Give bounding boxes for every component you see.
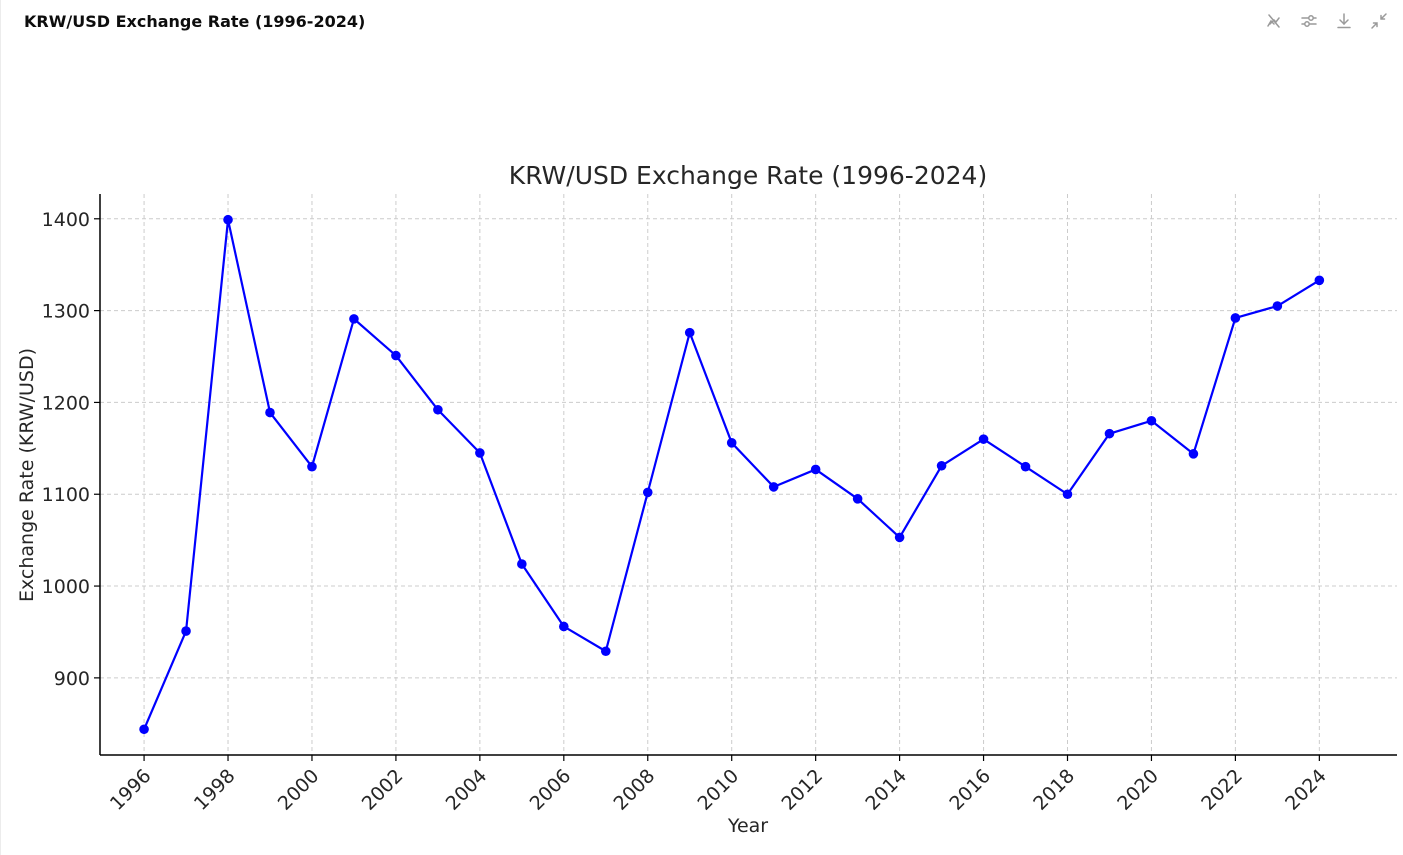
- x-tick-label: 2008: [610, 765, 660, 815]
- y-tick-label: 1300: [42, 301, 90, 323]
- data-point: [726, 438, 737, 448]
- data-point: [1188, 449, 1199, 459]
- x-tick-label: 2024: [1281, 765, 1331, 815]
- x-tick-label: 2018: [1029, 765, 1079, 815]
- data-point: [265, 407, 275, 418]
- x-tick-label: 1996: [106, 765, 156, 815]
- data-point: [978, 434, 989, 444]
- x-tick-label: 2006: [526, 765, 576, 815]
- data-point: [517, 559, 527, 569]
- y-tick-label: 1400: [42, 209, 90, 231]
- x-tick-label: 2016: [945, 765, 995, 815]
- collapse-icon: [1371, 13, 1387, 29]
- data-point: [181, 626, 191, 636]
- data-point: [1146, 415, 1157, 426]
- data-point: [1020, 461, 1031, 472]
- data-point: [223, 214, 233, 225]
- data-point: [936, 460, 947, 471]
- y-tick-label: 1000: [42, 576, 90, 598]
- x-axis-label: Year: [727, 815, 768, 837]
- interactive-chart-icon: [1267, 14, 1280, 28]
- data-point: [1314, 275, 1325, 286]
- data-point: [1062, 489, 1073, 500]
- data-point: [391, 350, 401, 361]
- data-point: [1272, 301, 1283, 311]
- download-button[interactable]: [1333, 10, 1355, 32]
- x-tick-label: 2012: [777, 765, 827, 815]
- chart-toolbar: [1263, 10, 1390, 32]
- data-point: [768, 482, 779, 492]
- panel-header: KRW/USD Exchange Rate (1996-2024): [1, 0, 1403, 44]
- y-tick-label: 1200: [42, 392, 90, 414]
- grid: [100, 194, 1397, 755]
- series: [139, 214, 1325, 735]
- data-point: [1230, 313, 1241, 323]
- y-tick-label: 1100: [42, 484, 90, 506]
- download-icon: [1337, 13, 1351, 29]
- panel-title: KRW/USD Exchange Rate (1996-2024): [24, 12, 366, 31]
- data-point: [307, 461, 317, 472]
- y-tick-label: 900: [54, 668, 90, 690]
- data-point: [810, 464, 821, 475]
- interactive-chart-button[interactable]: [1263, 10, 1285, 32]
- x-tick-label: 2014: [861, 765, 911, 815]
- data-point: [433, 404, 443, 415]
- data-point: [349, 314, 359, 324]
- data-point: [600, 646, 611, 657]
- x-tick-label: 2010: [693, 765, 743, 815]
- collapse-button[interactable]: [1368, 10, 1390, 32]
- adjust-sliders-icon: [1301, 15, 1317, 27]
- y-axis-label: Exchange Rate (KRW/USD): [16, 348, 38, 602]
- x-tick-label: 2000: [274, 765, 324, 815]
- data-point: [475, 448, 485, 458]
- x-tick-label: 2020: [1113, 765, 1163, 815]
- axes: [94, 194, 1397, 761]
- data-point: [139, 724, 149, 735]
- x-tick-label: 2004: [442, 765, 492, 815]
- adjust-chart-button[interactable]: [1298, 10, 1320, 32]
- data-point: [642, 487, 653, 498]
- chart-title: KRW/USD Exchange Rate (1996-2024): [509, 161, 987, 190]
- x-tick-label: 1998: [190, 765, 240, 815]
- data-point: [559, 621, 569, 632]
- data-point: [1104, 428, 1115, 439]
- x-tick-label: 2022: [1197, 765, 1247, 815]
- data-point: [852, 494, 863, 504]
- data-point: [894, 532, 905, 543]
- x-tick-label: 2002: [358, 765, 408, 815]
- tick-labels: 900 1000 1100 1200 1300 1400 1996 1998 2000 2002 2…: [42, 209, 1331, 815]
- data-point: [684, 327, 695, 338]
